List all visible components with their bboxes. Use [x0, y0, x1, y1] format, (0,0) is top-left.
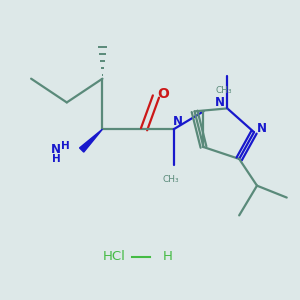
Text: CH₃: CH₃	[163, 175, 179, 184]
Polygon shape	[80, 129, 102, 152]
Text: H: H	[52, 154, 61, 164]
Text: O: O	[158, 86, 169, 100]
Text: H: H	[61, 141, 70, 152]
Text: HCl: HCl	[103, 250, 126, 263]
Text: N: N	[173, 115, 183, 128]
Text: N: N	[51, 143, 62, 156]
Text: CH₃: CH₃	[216, 86, 232, 95]
Text: H: H	[163, 250, 173, 263]
Text: N: N	[215, 96, 225, 109]
Text: N: N	[257, 122, 267, 135]
